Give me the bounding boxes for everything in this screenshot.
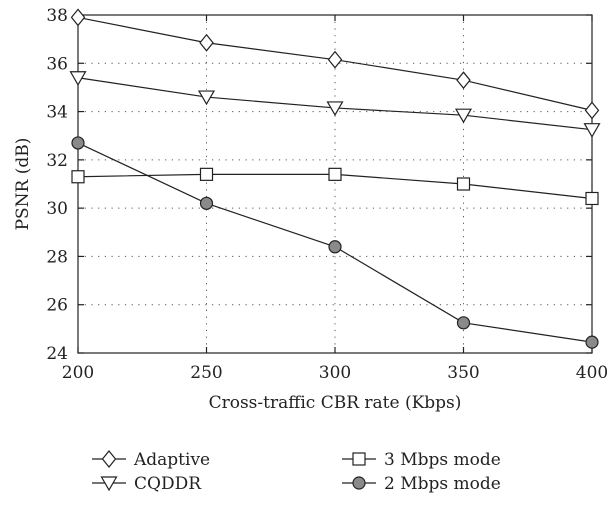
- x-tick-label: 350: [447, 363, 479, 383]
- x-axis-label: Cross-traffic CBR rate (Kbps): [209, 393, 462, 413]
- legend-marker: [352, 452, 366, 466]
- x-tick-label: 400: [576, 363, 608, 383]
- data-point: [71, 170, 85, 184]
- data-point: [71, 136, 85, 150]
- data-point: [70, 8, 86, 27]
- y-tick-label: 34: [46, 103, 68, 123]
- x-axis: 200 250 300 350 400: [62, 15, 608, 383]
- legend: Adaptive CQDDR 3 Mbps mode 2 Mbps mode: [92, 450, 501, 494]
- legend-item: 2 Mbps mode: [342, 474, 501, 494]
- data-point: [454, 108, 473, 124]
- y-axis: 24 26 28 30 32 34 36 38: [46, 6, 592, 364]
- series-1: [69, 71, 601, 138]
- series-layer: [69, 8, 601, 349]
- data-point: [583, 123, 601, 138]
- data-point: [456, 316, 471, 330]
- series-3: [71, 136, 599, 349]
- data-point: [585, 191, 599, 206]
- data-point: [199, 167, 214, 181]
- data-point: [199, 196, 214, 210]
- y-tick-label: 24: [46, 344, 68, 364]
- data-point: [199, 33, 214, 52]
- legend-marker: [101, 450, 117, 468]
- y-axis-label: PSNR (dB): [13, 138, 33, 231]
- y-tick-label: 32: [46, 151, 68, 171]
- series-2: [71, 167, 599, 206]
- series-0: [70, 8, 600, 120]
- data-point: [456, 71, 471, 90]
- x-tick-label: 300: [319, 363, 351, 383]
- legend-marker: [100, 476, 118, 492]
- data-point: [584, 101, 600, 120]
- data-point: [327, 50, 343, 69]
- legend-item: CQDDR: [92, 474, 202, 494]
- y-tick-label: 36: [46, 54, 68, 74]
- y-tick-label: 30: [46, 199, 68, 219]
- legend-item: Adaptive: [92, 450, 210, 470]
- y-tick-label: 26: [46, 296, 68, 316]
- legend-label: 3 Mbps mode: [384, 450, 501, 470]
- x-tick-label: 250: [190, 363, 222, 383]
- y-tick-label: 28: [46, 247, 68, 267]
- data-point: [69, 71, 87, 86]
- data-point: [328, 240, 342, 254]
- data-point: [326, 101, 344, 117]
- legend-label: Adaptive: [133, 450, 210, 470]
- y-tick-label: 38: [46, 6, 68, 26]
- data-point: [456, 177, 471, 191]
- data-point: [197, 90, 216, 106]
- grid-lines: [78, 15, 592, 353]
- legend-item: 3 Mbps mode: [342, 450, 501, 470]
- legend-label: 2 Mbps mode: [384, 474, 501, 494]
- legend-label: CQDDR: [134, 474, 202, 494]
- data-point: [585, 335, 599, 349]
- legend-marker: [352, 476, 366, 490]
- x-tick-label: 200: [62, 363, 94, 383]
- data-point: [328, 167, 342, 181]
